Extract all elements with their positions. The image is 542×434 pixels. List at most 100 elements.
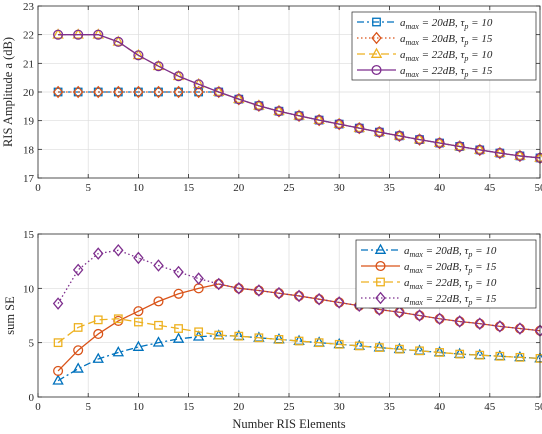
legend-swatch-marker bbox=[370, 47, 383, 58]
series-1-point bbox=[172, 332, 185, 343]
x-axis-label: Number RIS Elements bbox=[232, 417, 345, 431]
series-2-point bbox=[153, 85, 164, 99]
legend-entry: amax = 22dB, τp = 10 bbox=[404, 277, 497, 291]
series-4-point bbox=[293, 289, 305, 303]
series-2-point bbox=[113, 85, 124, 99]
series-4-point bbox=[474, 144, 485, 155]
series-2-point bbox=[293, 109, 305, 123]
series-3-point bbox=[294, 336, 304, 346]
legend-swatch-marker bbox=[376, 277, 385, 287]
series-2-point bbox=[233, 92, 245, 106]
series-4-point bbox=[514, 322, 526, 335]
x-tick-label: 20 bbox=[233, 401, 245, 413]
series-2-point bbox=[53, 365, 64, 376]
series-3-point bbox=[495, 351, 505, 361]
series-4-point bbox=[414, 309, 425, 322]
legend-entry: amax = 22dB, τp = 10 bbox=[400, 49, 493, 63]
series-2-point bbox=[313, 113, 325, 127]
series-4-point bbox=[153, 61, 164, 72]
x-tick-label: 15 bbox=[183, 401, 195, 413]
series-4-point bbox=[233, 282, 245, 295]
series-4-point bbox=[394, 305, 405, 319]
series-1-point bbox=[112, 346, 125, 357]
legend: amax = 20dB, τp = 10 amax = 20dB, τp = 15… bbox=[351, 11, 537, 81]
series-3-point bbox=[475, 350, 485, 360]
series-4-point bbox=[414, 134, 425, 145]
series-2-point bbox=[333, 117, 345, 131]
series-2-point bbox=[514, 149, 526, 163]
series-2-point bbox=[113, 315, 124, 326]
legend-entry: amax = 20dB, τp = 15 bbox=[404, 261, 497, 275]
series-3-point bbox=[234, 331, 244, 341]
legend-entry: amax = 22dB, τp = 15 bbox=[404, 293, 497, 307]
series-2-point bbox=[434, 136, 445, 150]
series-4-point bbox=[92, 247, 104, 260]
x-tick-label: 45 bbox=[484, 182, 496, 194]
series-2-point bbox=[133, 306, 144, 317]
series-4-point bbox=[113, 36, 124, 47]
y-tick-label: 10 bbox=[23, 283, 35, 295]
legend-swatch-marker bbox=[375, 291, 386, 305]
series-3-point bbox=[254, 333, 264, 343]
y-tick-label: 20 bbox=[23, 87, 35, 99]
chart-1: 0 5 10 15 20 25 30 35 40 45 50 17 18 19 20 21 22 23 RIS Am… bbox=[1, 1, 542, 194]
y-axis-label: sum SE bbox=[3, 296, 17, 335]
series-1-point bbox=[52, 374, 64, 385]
chart-2: 0 5 10 15 20 25 30 35 40 45 50 0 5 10 15 sum SE Number R… bbox=[3, 229, 542, 431]
axes-frame bbox=[37, 5, 541, 179]
series-2-point bbox=[52, 85, 64, 99]
legend-entry: amax = 20dB, τp = 10 bbox=[400, 17, 493, 31]
series-2-point bbox=[73, 345, 84, 356]
x-tick-label: 0 bbox=[35, 182, 41, 194]
series-line-4 bbox=[57, 249, 541, 332]
series-3-point bbox=[93, 315, 103, 325]
series-3-point bbox=[395, 344, 404, 354]
series-4-point bbox=[173, 71, 184, 82]
series-4-point bbox=[434, 312, 445, 326]
series-2-point bbox=[173, 85, 184, 99]
series-4-point bbox=[494, 148, 505, 159]
series-2-point bbox=[454, 140, 465, 153]
x-tick-label: 40 bbox=[434, 401, 446, 413]
series-4-point bbox=[133, 50, 144, 61]
series-3-point bbox=[334, 339, 344, 349]
series-4-point bbox=[253, 100, 264, 111]
x-tick-label: 35 bbox=[384, 182, 396, 194]
y-tick-label: 22 bbox=[23, 30, 34, 42]
series-3-point bbox=[274, 335, 284, 344]
y-tick-label: 23 bbox=[23, 1, 35, 13]
series-3-point bbox=[53, 338, 63, 348]
series-3-point bbox=[73, 323, 83, 332]
series-3-point bbox=[374, 343, 384, 352]
series-4-point bbox=[454, 315, 465, 328]
series-4-point bbox=[333, 296, 345, 309]
legend-swatch-marker bbox=[371, 64, 382, 76]
series-4-point bbox=[314, 115, 325, 126]
x-tick-label: 30 bbox=[334, 401, 346, 413]
legend-swatch-marker bbox=[375, 260, 386, 272]
series-4-point bbox=[93, 29, 104, 40]
series-2-point bbox=[414, 133, 425, 146]
series-2-point bbox=[72, 85, 84, 99]
series-3-point bbox=[354, 341, 364, 351]
series-2-point bbox=[92, 85, 104, 99]
series-4-point bbox=[153, 259, 164, 272]
x-tick-label: 50 bbox=[535, 182, 542, 194]
series-2-point bbox=[354, 121, 365, 135]
series-4-point bbox=[53, 29, 64, 40]
x-tick-label: 0 bbox=[35, 401, 41, 413]
series-4-point bbox=[514, 150, 525, 161]
series-1-point bbox=[72, 362, 84, 373]
x-tick-label: 5 bbox=[85, 182, 91, 194]
x-tick-label: 10 bbox=[133, 182, 145, 194]
series-line-3 bbox=[57, 318, 541, 360]
series-2-point bbox=[494, 146, 506, 160]
series-2-point bbox=[474, 143, 486, 157]
series-4-point bbox=[293, 110, 305, 121]
series-3-point bbox=[72, 28, 84, 39]
y-axis-label: RIS Amplitude a (dB) bbox=[1, 37, 15, 147]
legend-entry: amax = 20dB, τp = 10 bbox=[404, 245, 497, 259]
series-1-point bbox=[92, 352, 104, 363]
y-tick-label: 17 bbox=[23, 173, 35, 185]
series-3-point bbox=[154, 320, 163, 330]
